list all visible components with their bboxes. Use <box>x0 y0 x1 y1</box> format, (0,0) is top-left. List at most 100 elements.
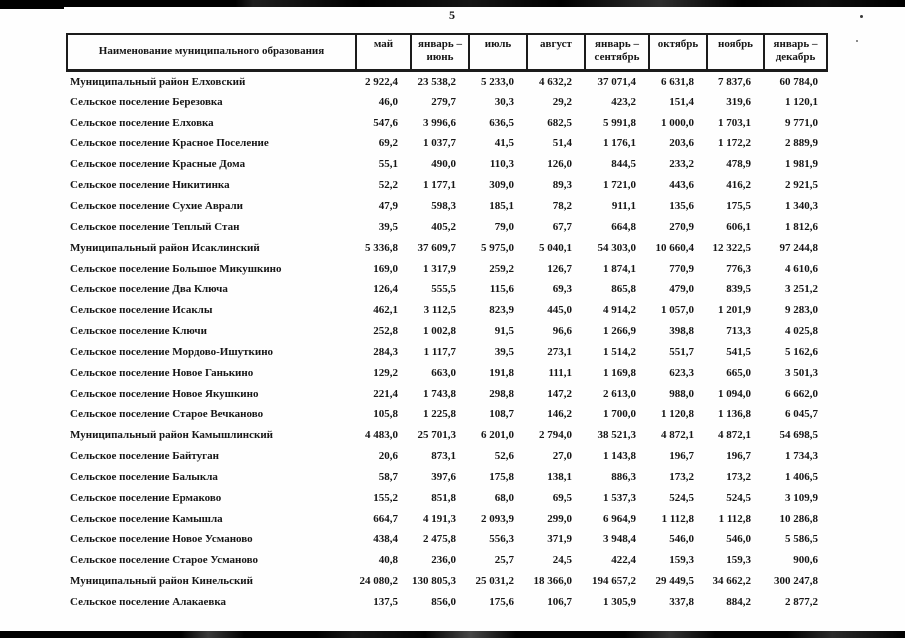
value-cell: 126,7 <box>547 262 572 275</box>
value-cell: 1 812,6 <box>785 220 818 233</box>
value-cell: 3 948,4 <box>603 533 636 546</box>
value-cell: 4 025,8 <box>785 325 818 338</box>
value-cell: 4 610,6 <box>785 262 818 275</box>
municipality-name: Сельское поселение Исаклы <box>70 304 213 317</box>
table-row-district: Муниципальный район Елховский 2 922,4 23 5… <box>67 71 827 92</box>
value-cell: 623,3 <box>669 366 694 379</box>
table-row-settlement: Сельское поселение Никитинка 52,2 1 177,1 3… <box>67 175 827 196</box>
value-cell: 299,0 <box>547 512 572 525</box>
value-cell: 1 112,8 <box>718 512 751 525</box>
value-cell: 4 632,2 <box>539 75 572 88</box>
municipality-name: Сельское поселение Мордово-Ишуткино <box>70 345 274 358</box>
value-cell: 1 112,8 <box>661 512 694 525</box>
table-row-district: Муниципальный район Кинельский 24 080,2 13… <box>67 571 827 592</box>
value-cell: 1 120,1 <box>785 95 818 108</box>
value-cell: 115,6 <box>489 283 514 296</box>
value-cell: 3 501,3 <box>785 366 818 379</box>
value-cell: 259,2 <box>489 262 514 275</box>
table-row-settlement: Сельское поселение Два Ключа 126,4 555,5 11… <box>67 279 827 300</box>
value-cell: 54 303,0 <box>597 241 637 254</box>
municipal-data-table: Наименование муниципального образования … <box>66 33 828 612</box>
municipality-name: Сельское поселение Новое Ганькино <box>70 366 254 379</box>
value-cell: 7 837,6 <box>718 75 751 88</box>
value-cell: 284,3 <box>373 345 398 358</box>
value-cell: 598,3 <box>431 199 456 212</box>
value-cell: 5 336,8 <box>365 241 398 254</box>
value-cell: 221,4 <box>373 387 398 400</box>
municipality-name: Сельское поселение Большое Микушкино <box>70 262 282 275</box>
value-cell: 159,3 <box>726 554 751 567</box>
value-cell: 1 117,7 <box>423 345 456 358</box>
table-row-settlement: Сельское поселение Березовка 46,0 279,7 30,… <box>67 91 827 112</box>
value-cell: 479,0 <box>669 283 694 296</box>
value-cell: 39,5 <box>378 220 398 233</box>
value-cell: 52,2 <box>378 179 398 192</box>
value-cell: 865,8 <box>611 283 636 296</box>
municipality-name: Муниципальный район Кинельский <box>70 575 253 588</box>
value-cell: 1 700,0 <box>603 408 636 421</box>
value-cell: 137,5 <box>373 596 398 609</box>
value-cell: 823,9 <box>489 304 514 317</box>
value-cell: 175,5 <box>726 199 751 212</box>
value-cell: 196,7 <box>669 450 694 463</box>
column-header: май <box>355 33 412 72</box>
value-cell: 5 586,5 <box>785 533 818 546</box>
value-cell: 371,9 <box>547 533 572 546</box>
municipality-name: Сельское поселение Балыкла <box>70 470 218 483</box>
value-cell: 135,6 <box>669 199 694 212</box>
value-cell: 438,4 <box>373 533 398 546</box>
value-cell: 159,3 <box>669 554 694 567</box>
municipality-name: Сельское поселение Ермаково <box>70 491 222 504</box>
municipality-name: Сельское поселение Старое Вечканово <box>70 408 264 421</box>
value-cell: 1 143,8 <box>603 450 636 463</box>
value-cell: 873,1 <box>431 450 456 463</box>
scan-speck <box>856 40 858 42</box>
table-row-settlement: Сельское поселение Камышла 664,7 4 191,3 2 … <box>67 508 827 529</box>
value-cell: 423,2 <box>611 95 636 108</box>
column-header: январь – декабрь <box>763 33 828 72</box>
value-cell: 1 874,1 <box>603 262 636 275</box>
column-header: январь – сентябрь <box>584 33 650 72</box>
value-cell: 309,0 <box>489 179 514 192</box>
value-cell: 1 176,1 <box>603 137 636 150</box>
value-cell: 770,9 <box>669 262 694 275</box>
table-row-settlement: Сельское поселение Большое Микушкино 169,… <box>67 258 827 279</box>
municipality-name: Сельское поселение Камышла <box>70 512 223 525</box>
value-cell: 37 071,4 <box>597 75 637 88</box>
value-cell: 1 136,8 <box>718 408 751 421</box>
scan-speck <box>860 15 863 18</box>
value-cell: 18 366,0 <box>533 575 573 588</box>
value-cell: 233,2 <box>669 158 694 171</box>
value-cell: 191,8 <box>489 366 514 379</box>
value-cell: 10 286,8 <box>779 512 819 525</box>
value-cell: 37 609,7 <box>417 241 457 254</box>
value-cell: 175,6 <box>489 596 514 609</box>
table-row-settlement: Сельское поселение Байтуган 20,6 873,1 52,6… <box>67 446 827 467</box>
value-cell: 58,7 <box>378 470 398 483</box>
value-cell: 2 475,8 <box>423 533 456 546</box>
value-cell: 9 771,0 <box>785 116 818 129</box>
column-header-name: Наименование муниципального образования <box>66 33 357 72</box>
table-row-settlement: Сельское поселение Новое Якушкино 221,4 1 … <box>67 383 827 404</box>
value-cell: 155,2 <box>373 491 398 504</box>
value-cell: 175,8 <box>489 470 514 483</box>
value-cell: 884,2 <box>726 596 751 609</box>
municipality-name: Сельское поселение Новое Усманово <box>70 533 253 546</box>
column-header: январь – июнь <box>410 33 470 72</box>
value-cell: 1 266,9 <box>603 325 636 338</box>
value-cell: 1 002,8 <box>423 325 456 338</box>
value-cell: 2 921,5 <box>785 179 818 192</box>
value-cell: 6 045,7 <box>785 408 818 421</box>
table-row-settlement: Сельское поселение Исаклы 462,1 3 112,5 823… <box>67 300 827 321</box>
value-cell: 6 631,8 <box>661 75 694 88</box>
table-row-settlement: Сельское поселение Сухие Аврали 47,9 598,3… <box>67 196 827 217</box>
value-cell: 300 247,8 <box>774 575 818 588</box>
value-cell: 96,6 <box>552 325 572 338</box>
municipality-name: Сельское поселение Ключи <box>70 325 207 338</box>
value-cell: 69,3 <box>552 283 572 296</box>
value-cell: 856,0 <box>431 596 456 609</box>
municipality-name: Муниципальный район Камышлинский <box>70 429 274 442</box>
value-cell: 319,6 <box>726 95 751 108</box>
value-cell: 4 872,1 <box>661 429 694 442</box>
value-cell: 665,0 <box>726 366 751 379</box>
